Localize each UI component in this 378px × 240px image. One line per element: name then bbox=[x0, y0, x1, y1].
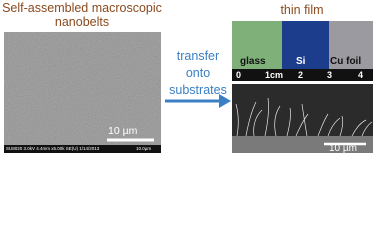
cross-section-image bbox=[232, 84, 373, 153]
sem-scale: 10.0µm bbox=[136, 146, 152, 151]
ruler-label: 4 bbox=[358, 70, 364, 80]
right-title: thin film bbox=[280, 3, 324, 17]
substrate-label: Cu foil bbox=[330, 56, 362, 67]
scale-label: 10 µm bbox=[108, 125, 138, 137]
ruler-label: 0 bbox=[236, 70, 242, 80]
substrate-label: Si bbox=[296, 56, 306, 67]
text-line: transfer bbox=[176, 49, 220, 63]
arrow bbox=[165, 94, 231, 108]
ruler-label: 1cm bbox=[265, 70, 284, 80]
substrate-photo bbox=[232, 21, 373, 81]
ruler-label: 3 bbox=[327, 70, 333, 80]
text-line: onto bbox=[185, 66, 211, 80]
ruler-label: 2 bbox=[298, 70, 304, 80]
sem-info: SU8020 3.0kV 4.4mm x5.00k SE(U) 1/14/201… bbox=[6, 146, 100, 151]
scale-label: 10 µm bbox=[329, 143, 357, 154]
transfer-text: transfer onto substrates bbox=[163, 48, 233, 99]
text-line: substrates bbox=[169, 83, 227, 97]
title-line: Self-assembled macroscopic bbox=[2, 1, 162, 15]
title-line: nanobelts bbox=[54, 15, 110, 29]
figure: {"left":{"title_line1":"Self-assembled m… bbox=[0, 1, 373, 154]
sem-image bbox=[4, 32, 161, 153]
left-title: Self-assembled macroscopic nanobelts bbox=[0, 1, 164, 29]
substrate-label: glass bbox=[240, 56, 266, 67]
